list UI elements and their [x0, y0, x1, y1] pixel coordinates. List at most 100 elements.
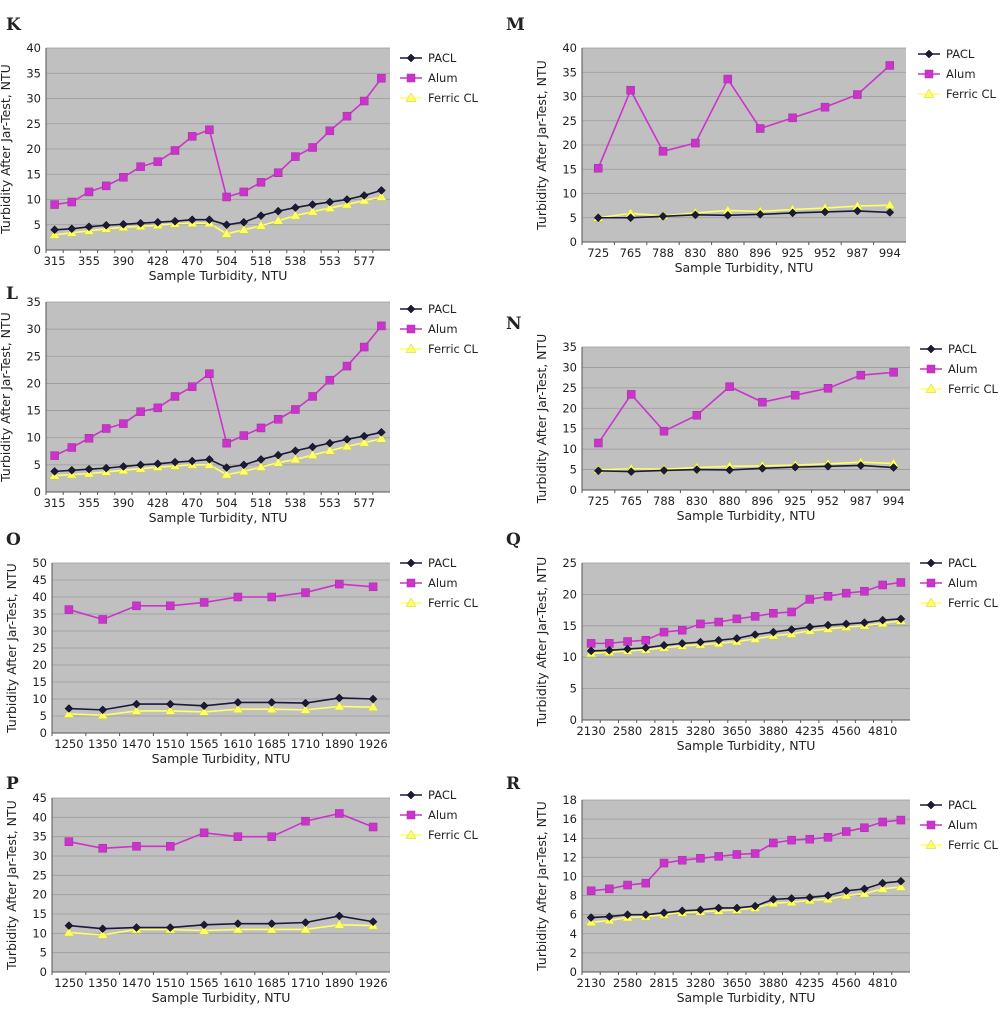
point-pacl	[67, 224, 77, 234]
point-pacl	[233, 919, 243, 929]
x-tick-label: 1565	[189, 976, 218, 990]
series-line-pacl	[68, 697, 374, 711]
point-pacl	[860, 618, 869, 628]
legend-marker-alum	[926, 364, 936, 374]
point-alum	[342, 111, 352, 121]
series-ferric-cl	[63, 919, 379, 939]
x-tick-label: 1350	[88, 737, 117, 751]
plot-area	[52, 798, 390, 972]
point-pacl	[856, 461, 866, 470]
point-ferric-cl	[300, 923, 311, 934]
point-pacl	[291, 203, 300, 212]
point-ferric-cl	[97, 709, 109, 720]
chart-panel-q: Q 0 5 10 15 20 25 2130 2580 2815 3280 3650 3880 4235 4…	[500, 530, 1000, 775]
chart-panel-m: M 0 5 10 15 20 25 30 35 40 725 765 788 830 880 896 925 95…	[500, 0, 1000, 285]
point-ferric-cl	[272, 457, 284, 467]
point-pacl	[301, 698, 310, 708]
point-alum	[256, 423, 266, 433]
x-tick-label: 315	[44, 496, 66, 510]
point-alum	[878, 817, 887, 827]
x-tick-label: 725	[587, 246, 609, 260]
point-alum	[626, 85, 635, 95]
series-line-alum	[597, 64, 891, 169]
point-pacl	[823, 891, 833, 900]
point-alum	[769, 838, 778, 848]
series-pacl	[64, 693, 378, 715]
legend-marker-pacl	[406, 558, 416, 568]
point-alum	[325, 126, 335, 136]
legend-label-ferric-cl: Ferric CL	[948, 382, 999, 396]
y-tick-label: 5	[34, 218, 41, 232]
point-alum	[860, 823, 869, 832]
y-tick-label: 4	[570, 927, 577, 941]
point-ferric-cl	[198, 925, 210, 935]
point-pacl	[119, 462, 128, 471]
legend-marker-alum	[406, 324, 416, 334]
series-line-ferric-cl	[68, 705, 374, 717]
legend: PACL Alum Ferric CL	[400, 51, 479, 105]
x-tick-label: 952	[817, 494, 839, 508]
point-pacl	[334, 911, 344, 921]
legend-label-alum: Alum	[946, 67, 976, 81]
point-alum	[233, 832, 243, 841]
point-alum	[67, 197, 77, 207]
x-tick-label: 952	[814, 246, 836, 260]
x-tick-label: 994	[883, 494, 905, 508]
y-tick-label: 10	[26, 193, 41, 207]
chart-svg: R 0 2 4 6 8 10 12 14 16 18 2130 2580 2815 3280 3650 3880…	[506, 774, 999, 1005]
legend-label-ferric-cl: Ferric CL	[946, 87, 997, 101]
point-pacl	[101, 463, 111, 473]
point-alum	[239, 431, 249, 440]
y-tick-label: 16	[562, 812, 577, 826]
point-pacl	[586, 913, 596, 922]
point-alum	[301, 588, 310, 597]
y-tick-label: 12	[562, 850, 577, 864]
y-tick-label: 40	[562, 41, 577, 55]
point-pacl	[136, 218, 145, 228]
point-pacl	[368, 694, 378, 704]
point-alum	[256, 178, 266, 187]
legend-marker-pacl	[924, 49, 934, 59]
series-pacl	[594, 461, 898, 476]
point-pacl	[153, 217, 163, 227]
point-pacl	[256, 455, 266, 464]
point-ferric-cl	[232, 703, 244, 713]
y-tick-label: 25	[26, 349, 41, 363]
x-tick-label: 1250	[54, 976, 83, 990]
point-alum	[67, 443, 77, 452]
legend: PACL Alum Ferric CL	[920, 798, 999, 852]
point-alum	[790, 390, 800, 400]
x-tick-label: 1250	[54, 737, 83, 751]
chart-svg: M 0 5 10 15 20 25 30 35 40 725 765 788 830 880 896 925 95…	[506, 15, 997, 275]
plot-area	[582, 800, 910, 972]
point-pacl	[725, 465, 734, 475]
x-tick-label: 428	[147, 496, 169, 510]
point-ferric-cl	[63, 708, 75, 718]
point-alum	[725, 382, 734, 391]
point-ferric-cl	[272, 215, 284, 225]
x-tick-label: 765	[620, 246, 642, 260]
y-tick-label: 5	[570, 463, 577, 477]
point-pacl	[165, 923, 175, 932]
point-alum	[659, 426, 669, 436]
x-tick-label: 315	[44, 254, 66, 268]
point-alum	[823, 384, 833, 393]
series-line-alum	[597, 371, 894, 444]
legend-marker-pacl	[406, 790, 416, 800]
plot-area	[46, 302, 390, 492]
legend-label-ferric-cl: Ferric CL	[428, 91, 479, 105]
y-tick-label: 50	[32, 556, 47, 570]
x-tick-label: 1565	[189, 737, 218, 751]
point-ferric-cl	[375, 191, 387, 201]
point-alum	[359, 96, 369, 106]
point-alum	[878, 580, 887, 590]
point-alum	[64, 605, 74, 614]
y-tick-label: 14	[562, 831, 577, 845]
y-axis-title: Turbidity After Jar-Test, NTU	[4, 563, 19, 734]
point-pacl	[377, 186, 386, 195]
point-ferric-cl	[221, 469, 233, 479]
point-pacl	[841, 619, 851, 629]
point-pacl	[732, 903, 742, 913]
panel-letter: L	[6, 284, 18, 304]
legend-marker-alum	[406, 810, 416, 820]
